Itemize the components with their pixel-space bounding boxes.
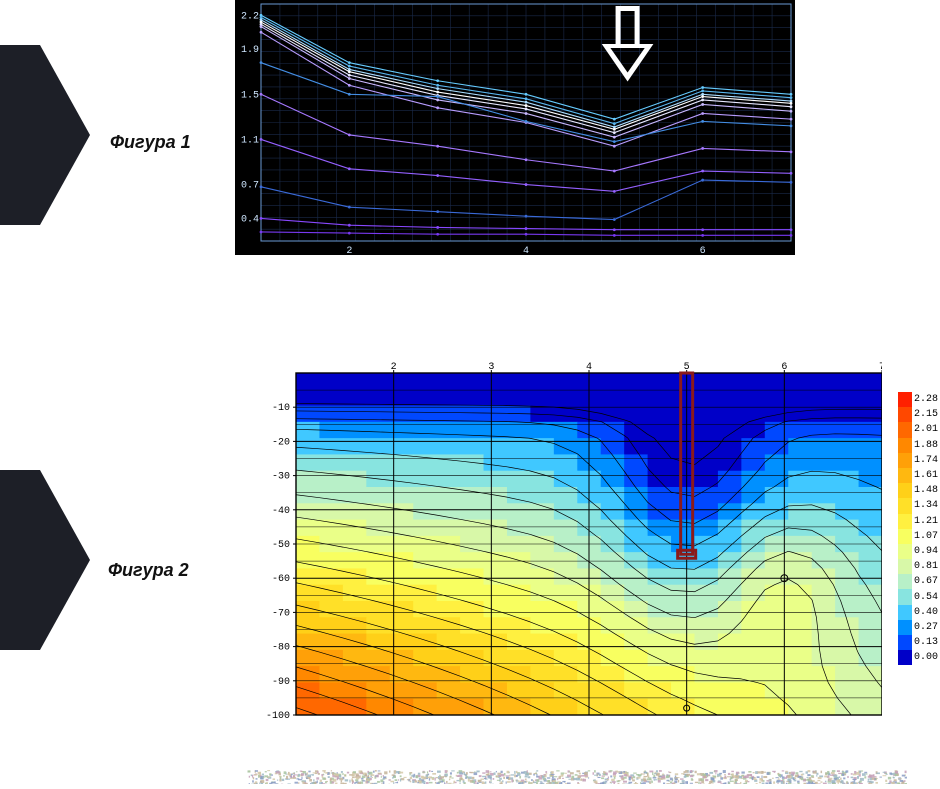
legend-value: 1.88 <box>912 440 938 451</box>
svg-text:-50: -50 <box>272 540 290 551</box>
svg-text:2: 2 <box>346 246 352 255</box>
legend-swatch <box>898 438 912 453</box>
legend-swatch <box>898 620 912 635</box>
legend-row: 2.01 <box>898 422 938 437</box>
legend-value: 0.00 <box>912 652 938 663</box>
legend-swatch <box>898 468 912 483</box>
legend-swatch <box>898 529 912 544</box>
legend-row: 0.94 <box>898 544 938 559</box>
pentagon-marker-1 <box>0 45 90 225</box>
svg-text:0.4: 0.4 <box>241 214 259 225</box>
legend-swatch <box>898 453 912 468</box>
legend-swatch <box>898 635 912 650</box>
svg-text:1.9: 1.9 <box>241 45 259 56</box>
legend-swatch <box>898 514 912 529</box>
legend-swatch <box>898 559 912 574</box>
legend-value: 0.13 <box>912 637 938 648</box>
svg-text:-80: -80 <box>272 643 290 654</box>
legend-swatch <box>898 483 912 498</box>
legend-value: 1.74 <box>912 455 938 466</box>
legend-value: 0.67 <box>912 576 938 587</box>
figure-2-label: Фигура 2 <box>108 560 189 581</box>
legend-row: 0.67 <box>898 574 938 589</box>
legend-row: 1.07 <box>898 529 938 544</box>
legend-row: 2.15 <box>898 407 938 422</box>
svg-text:-90: -90 <box>272 677 290 688</box>
legend-value: 0.27 <box>912 622 938 633</box>
svg-text:6: 6 <box>700 246 706 255</box>
svg-text:-70: -70 <box>272 608 290 619</box>
legend-swatch <box>898 498 912 513</box>
svg-text:-20: -20 <box>272 437 290 448</box>
legend-swatch <box>898 574 912 589</box>
pentagon-marker-2 <box>0 470 90 650</box>
legend-row: 1.34 <box>898 498 938 513</box>
legend-value: 2.28 <box>912 394 938 405</box>
svg-text:2.2: 2.2 <box>241 11 259 22</box>
legend-swatch <box>898 544 912 559</box>
legend-row: 0.54 <box>898 589 938 604</box>
legend-row: 2.28 <box>898 392 938 407</box>
legend-row: 1.74 <box>898 453 938 468</box>
legend-row: 0.81 <box>898 559 938 574</box>
legend-swatch <box>898 605 912 620</box>
legend-value: 1.61 <box>912 470 938 481</box>
noise-strip <box>247 770 907 784</box>
legend-value: 1.34 <box>912 500 938 511</box>
svg-text:-30: -30 <box>272 472 290 483</box>
svg-text:1.5: 1.5 <box>241 90 259 101</box>
legend-row: 1.21 <box>898 514 938 529</box>
legend-swatch <box>898 407 912 422</box>
legend-value: 1.48 <box>912 485 938 496</box>
svg-text:4: 4 <box>523 246 529 255</box>
legend-row: 0.00 <box>898 650 938 665</box>
legend-swatch <box>898 589 912 604</box>
legend-value: 1.21 <box>912 516 938 527</box>
contour-heatmap: 234567-10-20-30-40-50-60-70-80-90-100 <box>252 355 882 730</box>
legend-value: 0.81 <box>912 561 938 572</box>
legend-row: 1.88 <box>898 438 938 453</box>
legend-value: 1.07 <box>912 531 938 542</box>
legend-row: 0.40 <box>898 605 938 620</box>
figure-1-label: Фигура 1 <box>110 132 191 153</box>
svg-text:-60: -60 <box>272 574 290 585</box>
svg-text:-40: -40 <box>272 506 290 517</box>
svg-text:1.1: 1.1 <box>241 135 259 146</box>
svg-text:-100: -100 <box>266 711 290 722</box>
legend-swatch <box>898 392 912 407</box>
legend-value: 0.40 <box>912 607 938 618</box>
legend-row: 1.48 <box>898 483 938 498</box>
line-chart: 2 4 6 0.4 0.7 1.1 1.5 1.9 2.2 <box>235 0 795 255</box>
svg-text:0.7: 0.7 <box>241 181 259 192</box>
legend-swatch <box>898 650 912 665</box>
heatmap-legend: 2.28 2.15 2.01 1.88 1.74 1.61 1.48 1.34 … <box>898 392 938 665</box>
legend-value: 0.54 <box>912 592 938 603</box>
legend-value: 0.94 <box>912 546 938 557</box>
legend-row: 0.13 <box>898 635 938 650</box>
legend-value: 2.01 <box>912 424 938 435</box>
legend-value: 2.15 <box>912 409 938 420</box>
legend-row: 0.27 <box>898 620 938 635</box>
legend-row: 1.61 <box>898 468 938 483</box>
svg-text:-10: -10 <box>272 403 290 414</box>
legend-swatch <box>898 422 912 437</box>
